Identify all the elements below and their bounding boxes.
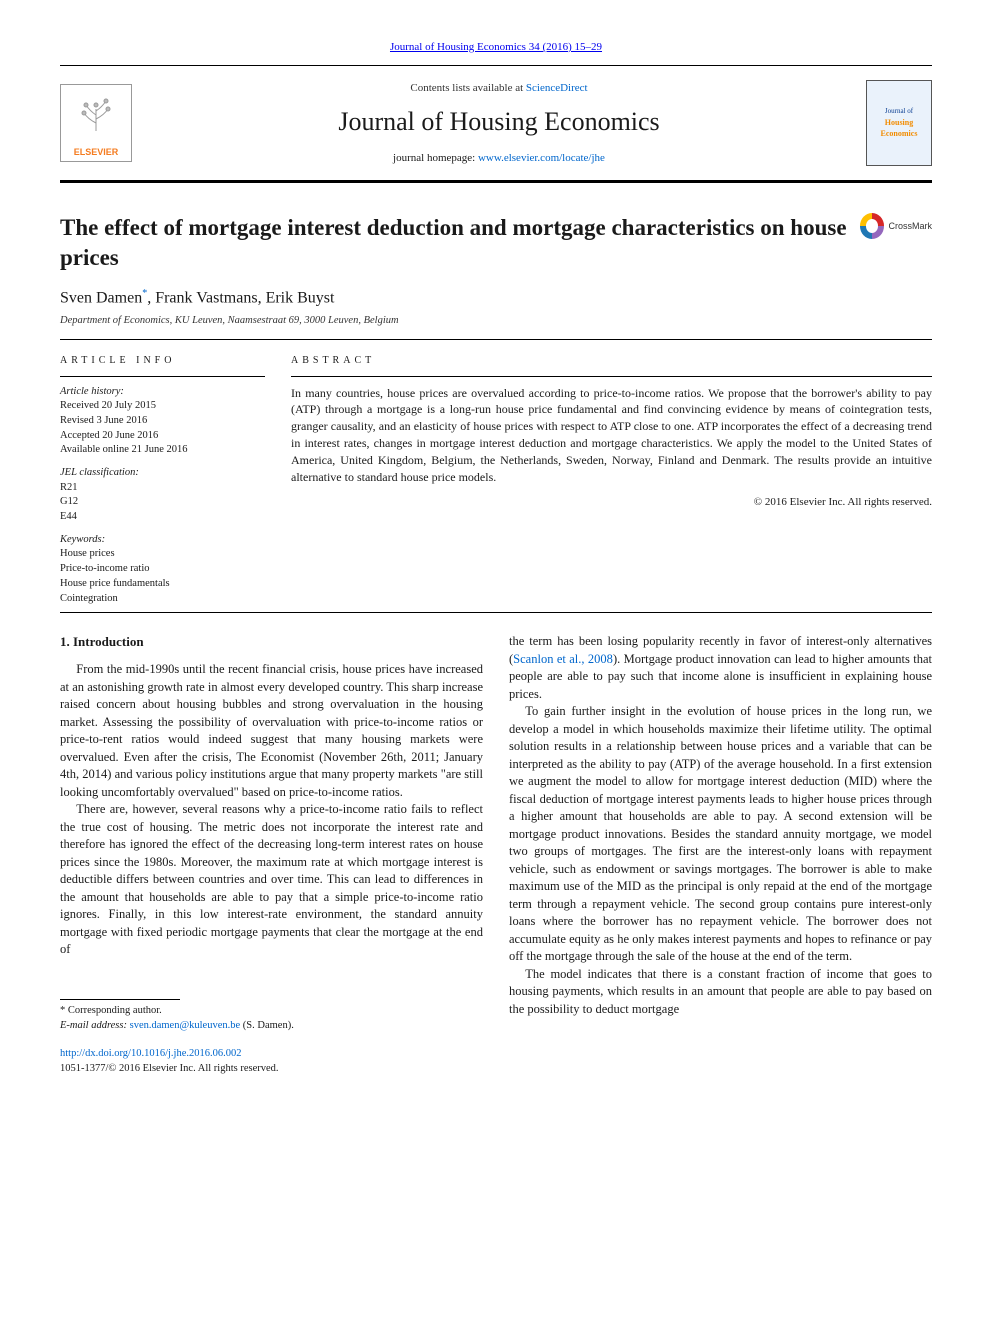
- abstract-heading: ABSTRACT: [291, 354, 932, 368]
- corresponding-footnote: * Corresponding author. E-mail address: …: [60, 1004, 483, 1033]
- article-info-heading: ARTICLE INFO: [60, 354, 265, 368]
- body-columns: 1. Introduction From the mid-1990s until…: [60, 633, 932, 1076]
- cover-line1: Journal of: [885, 107, 913, 117]
- issn-line: 1051-1377/© 2016 Elsevier Inc. All right…: [60, 1063, 279, 1074]
- cover-line2: Housing: [885, 117, 913, 128]
- divider: [291, 376, 932, 377]
- jel-code: E44: [60, 510, 265, 525]
- article-head: The effect of mortgage interest deductio…: [60, 213, 932, 273]
- contents-prefix: Contents lists available at: [410, 82, 525, 94]
- elsevier-label: ELSEVIER: [74, 146, 119, 159]
- top-citation-link[interactable]: Journal of Housing Economics 34 (2016) 1…: [390, 41, 602, 53]
- divider: [60, 376, 265, 377]
- divider: [60, 612, 932, 613]
- author-3: Erik Buyst: [266, 290, 335, 307]
- jel-code: R21: [60, 481, 265, 496]
- crossmark-label: CrossMark: [888, 220, 932, 233]
- body-paragraph: To gain further insight in the evolution…: [509, 703, 932, 966]
- crossmark-icon: [860, 213, 884, 239]
- masthead-center: Contents lists available at ScienceDirec…: [148, 81, 850, 166]
- doi-block: http://dx.doi.org/10.1016/j.jhe.2016.06.…: [60, 1047, 483, 1076]
- abstract-text: In many countries, house prices are over…: [291, 385, 932, 486]
- doi-link[interactable]: http://dx.doi.org/10.1016/j.jhe.2016.06.…: [60, 1048, 242, 1059]
- keyword: Price-to-income ratio: [60, 562, 265, 577]
- keyword: House prices: [60, 547, 265, 562]
- elsevier-logo: ELSEVIER: [60, 84, 132, 162]
- email-suffix: (S. Damen).: [240, 1020, 294, 1031]
- homepage-line: journal homepage: www.elsevier.com/locat…: [148, 151, 850, 166]
- keyword: Cointegration: [60, 592, 265, 607]
- body-paragraph: There are, however, several reasons why …: [60, 801, 483, 959]
- abstract: ABSTRACT In many countries, house prices…: [291, 354, 932, 607]
- crossmark-badge[interactable]: CrossMark: [860, 213, 932, 239]
- authors: Sven Damen*, Frank Vastmans, Erik Buyst: [60, 283, 932, 310]
- homepage-prefix: journal homepage:: [393, 152, 478, 164]
- divider: [60, 339, 932, 340]
- tree-icon: [74, 91, 118, 135]
- jel-label: JEL classification:: [60, 466, 265, 481]
- author-2: Frank Vastmans: [155, 290, 257, 307]
- contents-line: Contents lists available at ScienceDirec…: [148, 81, 850, 96]
- email-link[interactable]: sven.damen@kuleuven.be: [130, 1020, 241, 1031]
- sciencedirect-link[interactable]: ScienceDirect: [526, 82, 588, 94]
- journal-name: Journal of Housing Economics: [148, 104, 850, 140]
- history-item: Available online 21 June 2016: [60, 443, 265, 458]
- footnote-rule: [60, 999, 180, 1000]
- corr-marker[interactable]: *: [142, 288, 147, 299]
- body-paragraph: the term has been losing popularity rece…: [509, 633, 932, 703]
- homepage-link[interactable]: www.elsevier.com/locate/jhe: [478, 152, 605, 164]
- body-paragraph: The model indicates that there is a cons…: [509, 966, 932, 1019]
- body-paragraph: From the mid-1990s until the recent fina…: [60, 661, 483, 801]
- meta-abstract-row: ARTICLE INFO Article history: Received 2…: [60, 354, 932, 607]
- top-citation: Journal of Housing Economics 34 (2016) 1…: [60, 40, 932, 55]
- history-item: Received 20 July 2015: [60, 399, 265, 414]
- affiliation: Department of Economics, KU Leuven, Naam…: [60, 314, 932, 329]
- cover-line3: Economics: [881, 128, 918, 139]
- history-item: Accepted 20 June 2016: [60, 429, 265, 444]
- email-label: E-mail address:: [60, 1020, 130, 1031]
- history-label: Article history:: [60, 385, 265, 400]
- keywords-label: Keywords:: [60, 533, 265, 548]
- article-title: The effect of mortgage interest deductio…: [60, 213, 848, 273]
- keyword: House price fundamentals: [60, 577, 265, 592]
- author-1: Sven Damen: [60, 290, 142, 307]
- section-heading: 1. Introduction: [60, 633, 483, 651]
- article-info: ARTICLE INFO Article history: Received 2…: [60, 354, 265, 607]
- masthead: ELSEVIER Contents lists available at Sci…: [60, 65, 932, 183]
- history-item: Revised 3 June 2016: [60, 414, 265, 429]
- journal-cover-thumb: Journal of Housing Economics: [866, 80, 932, 166]
- jel-code: G12: [60, 495, 265, 510]
- citation-link[interactable]: Scanlon et al., 2008: [513, 652, 613, 666]
- abstract-copyright: © 2016 Elsevier Inc. All rights reserved…: [291, 495, 932, 510]
- corr-label: * Corresponding author.: [60, 1004, 483, 1019]
